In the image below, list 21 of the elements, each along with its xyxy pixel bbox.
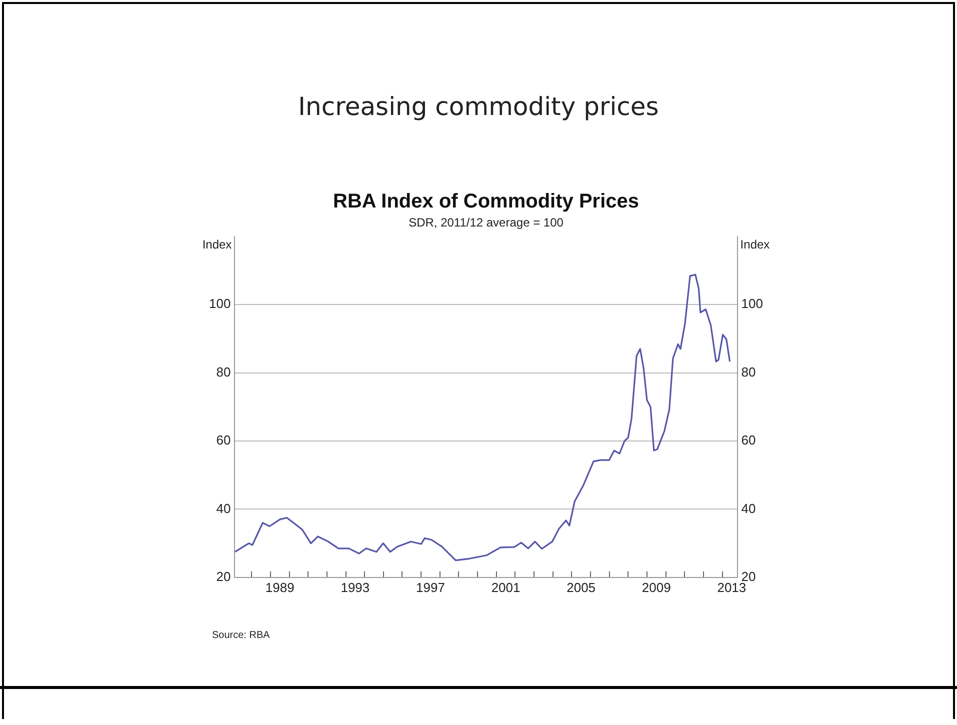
y2-tick-label: 100 — [741, 296, 764, 312]
y-tick-label: 60 — [216, 432, 231, 448]
y-tick-label: 40 — [216, 500, 231, 516]
y2-tick-label: 40 — [741, 500, 756, 516]
y-axis-title: Index — [202, 238, 232, 252]
chart-subtitle: SDR, 2011/12 average = 100 — [408, 216, 564, 230]
source-note: Source: RBA — [212, 630, 270, 641]
chart-title: RBA Index of Commodity Prices — [333, 190, 639, 213]
x-tick-label: 1997 — [416, 580, 445, 595]
text: Increasing commodity prices — [297, 92, 660, 121]
y-tick-label: 20 — [216, 568, 231, 584]
x-tick-label: 2009 — [642, 580, 671, 595]
y2-tick-label: 60 — [741, 432, 756, 448]
x-tick-label: 1989 — [265, 580, 294, 595]
x-tick-label: 2001 — [491, 580, 520, 595]
y-tick-label: 80 — [216, 364, 231, 380]
x-tick-label: 1993 — [340, 580, 370, 595]
y-tick-label: 100 — [208, 296, 231, 312]
y2-axis-title: Index — [740, 238, 770, 252]
y2-tick-label: 80 — [741, 364, 756, 380]
x-tick-label: 2005 — [566, 580, 596, 595]
